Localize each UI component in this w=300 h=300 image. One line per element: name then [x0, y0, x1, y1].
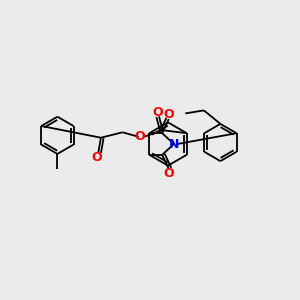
Text: O: O — [92, 151, 102, 164]
Text: O: O — [135, 130, 145, 143]
Text: N: N — [169, 137, 179, 151]
Text: O: O — [152, 106, 163, 118]
Text: O: O — [164, 108, 174, 122]
Text: O: O — [164, 167, 174, 180]
